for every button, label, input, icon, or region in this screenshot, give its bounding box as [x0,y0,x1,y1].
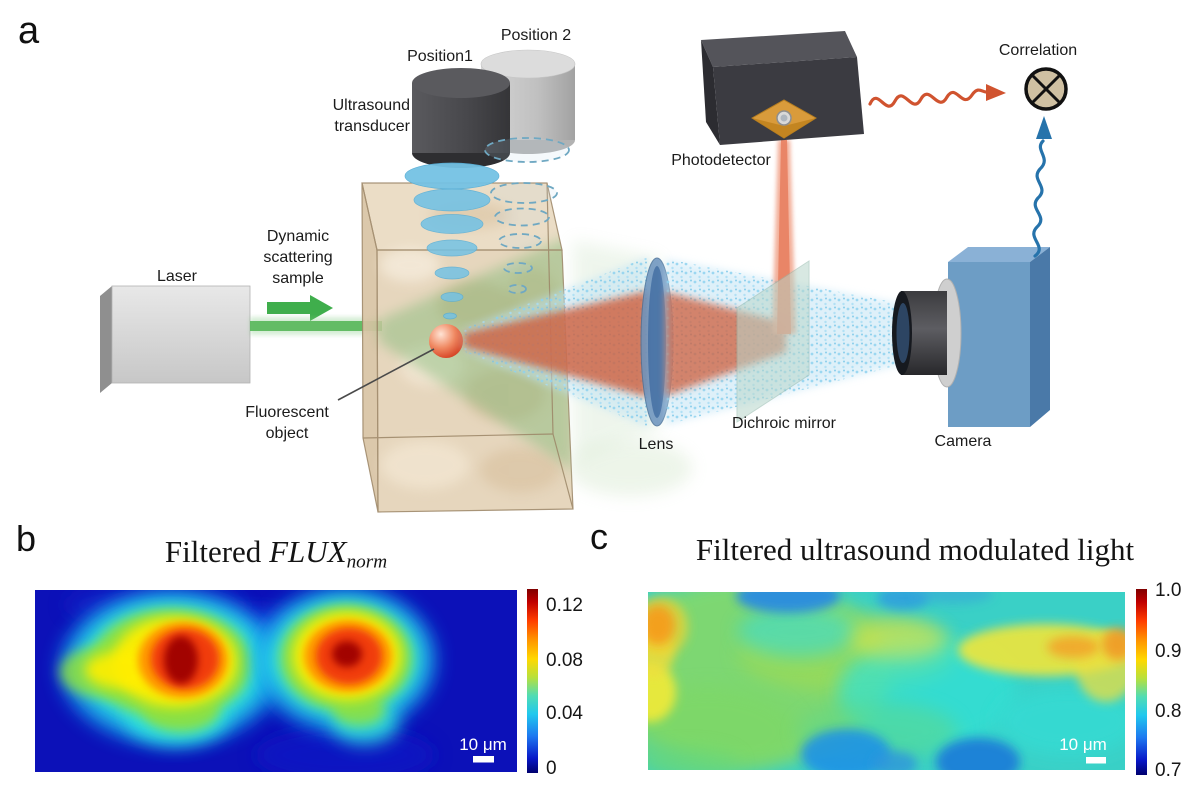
lens-label: Lens [639,436,674,453]
panel-b-heatmap: 10 μm [35,590,517,772]
panel-b-letter: b [16,518,37,559]
panel-c-scale-bar-label: 10 μm [1059,735,1107,754]
fluorescence-beam-to-lens [464,291,648,397]
correlation-label: Correlation [999,42,1077,59]
position2-label: Position 2 [501,27,571,44]
panel-b-colorbar-tick-2: 0.04 [546,703,583,724]
panel-c-colorbar-tick-0: 1.0 [1155,580,1182,601]
panel-b-title-subscript: norm [346,551,388,573]
heatmap-b-left-lobe [59,590,283,746]
photodetector-label: Photodetector [671,152,771,169]
sample-label-line3: sample [272,270,324,287]
transducer-label-line2: transducer [334,118,410,135]
sample-label-line2: scattering [263,249,332,266]
ultrasound-transducer-position2 [480,49,576,154]
panel-b-colorbar-tick-0: 0.12 [546,595,583,616]
panel-b-scale-bar-label: 10 μm [459,735,507,754]
panel-b-colorbar [527,589,538,773]
correlation-operator-icon [1024,67,1068,111]
heatmap-c-field [648,592,1125,770]
ultrasound-focus-waves-solid [404,162,500,320]
panel-b-title-prefix: Filtered [164,534,270,569]
panel-b-scale-bar: 10 μm [459,735,507,763]
panel-b-title: Filtered FLUXnorm [35,534,517,573]
photodetector-sensor [751,99,817,139]
dichroic-mirror [736,260,810,423]
panel-c-colorbar-tick-2: 0.8 [1155,701,1182,722]
camera-label: Camera [935,433,992,450]
fluorescent-object-label-line2: object [266,425,309,442]
panel-c-colorbar [1136,589,1147,775]
transducer-label-line1: Ultrasound [333,97,410,114]
panel-b-title-math: FLUX [269,534,347,569]
laser-direction-arrow [267,295,333,321]
panel-c-colorbar-tick-3: 0.7 [1155,760,1182,781]
camera-lens-barrel [892,291,947,375]
panel-c-colorbar-tick-1: 0.9 [1155,641,1182,662]
lens [640,257,674,427]
heatmap-b-right-lobe [253,590,437,744]
panel-c-title: Filtered ultrasound modulated light [695,532,1135,567]
sample-label-line1: Dynamic [267,228,329,245]
ultrasound-transducer-position1 [412,68,510,168]
photodetector [701,31,864,145]
fluorescent-object-label-line1: Fluorescent [245,404,329,421]
photodetector-signal-wave [868,84,1006,108]
position1-label: Position1 [407,48,473,65]
panel-b-colorbar-tick-3: 0 [546,758,557,779]
panel-c-letter: c [590,516,608,557]
fluorescent-object [429,324,463,358]
laser-beam [250,317,382,335]
ultrasound-focus-waves-dashed [484,137,570,294]
panel-c-scale-bar: 10 μm [1059,735,1107,764]
dichroic-mirror-label: Dichroic mirror [732,415,837,432]
camera-signal-wave [1032,116,1052,258]
laser-label: Laser [157,268,198,285]
panel-a-letter: a [18,10,40,52]
panel-c-heatmap: 10 μm [648,592,1125,770]
camera [892,247,1050,427]
panel-b-colorbar-tick-1: 0.08 [546,650,583,671]
fluorescent-object-pointer-line [337,348,435,401]
green-glow-floor [568,440,692,496]
laser [100,285,251,393]
setup-diagram: Position1 Position 2 Ultrasound transduc… [100,27,1077,513]
